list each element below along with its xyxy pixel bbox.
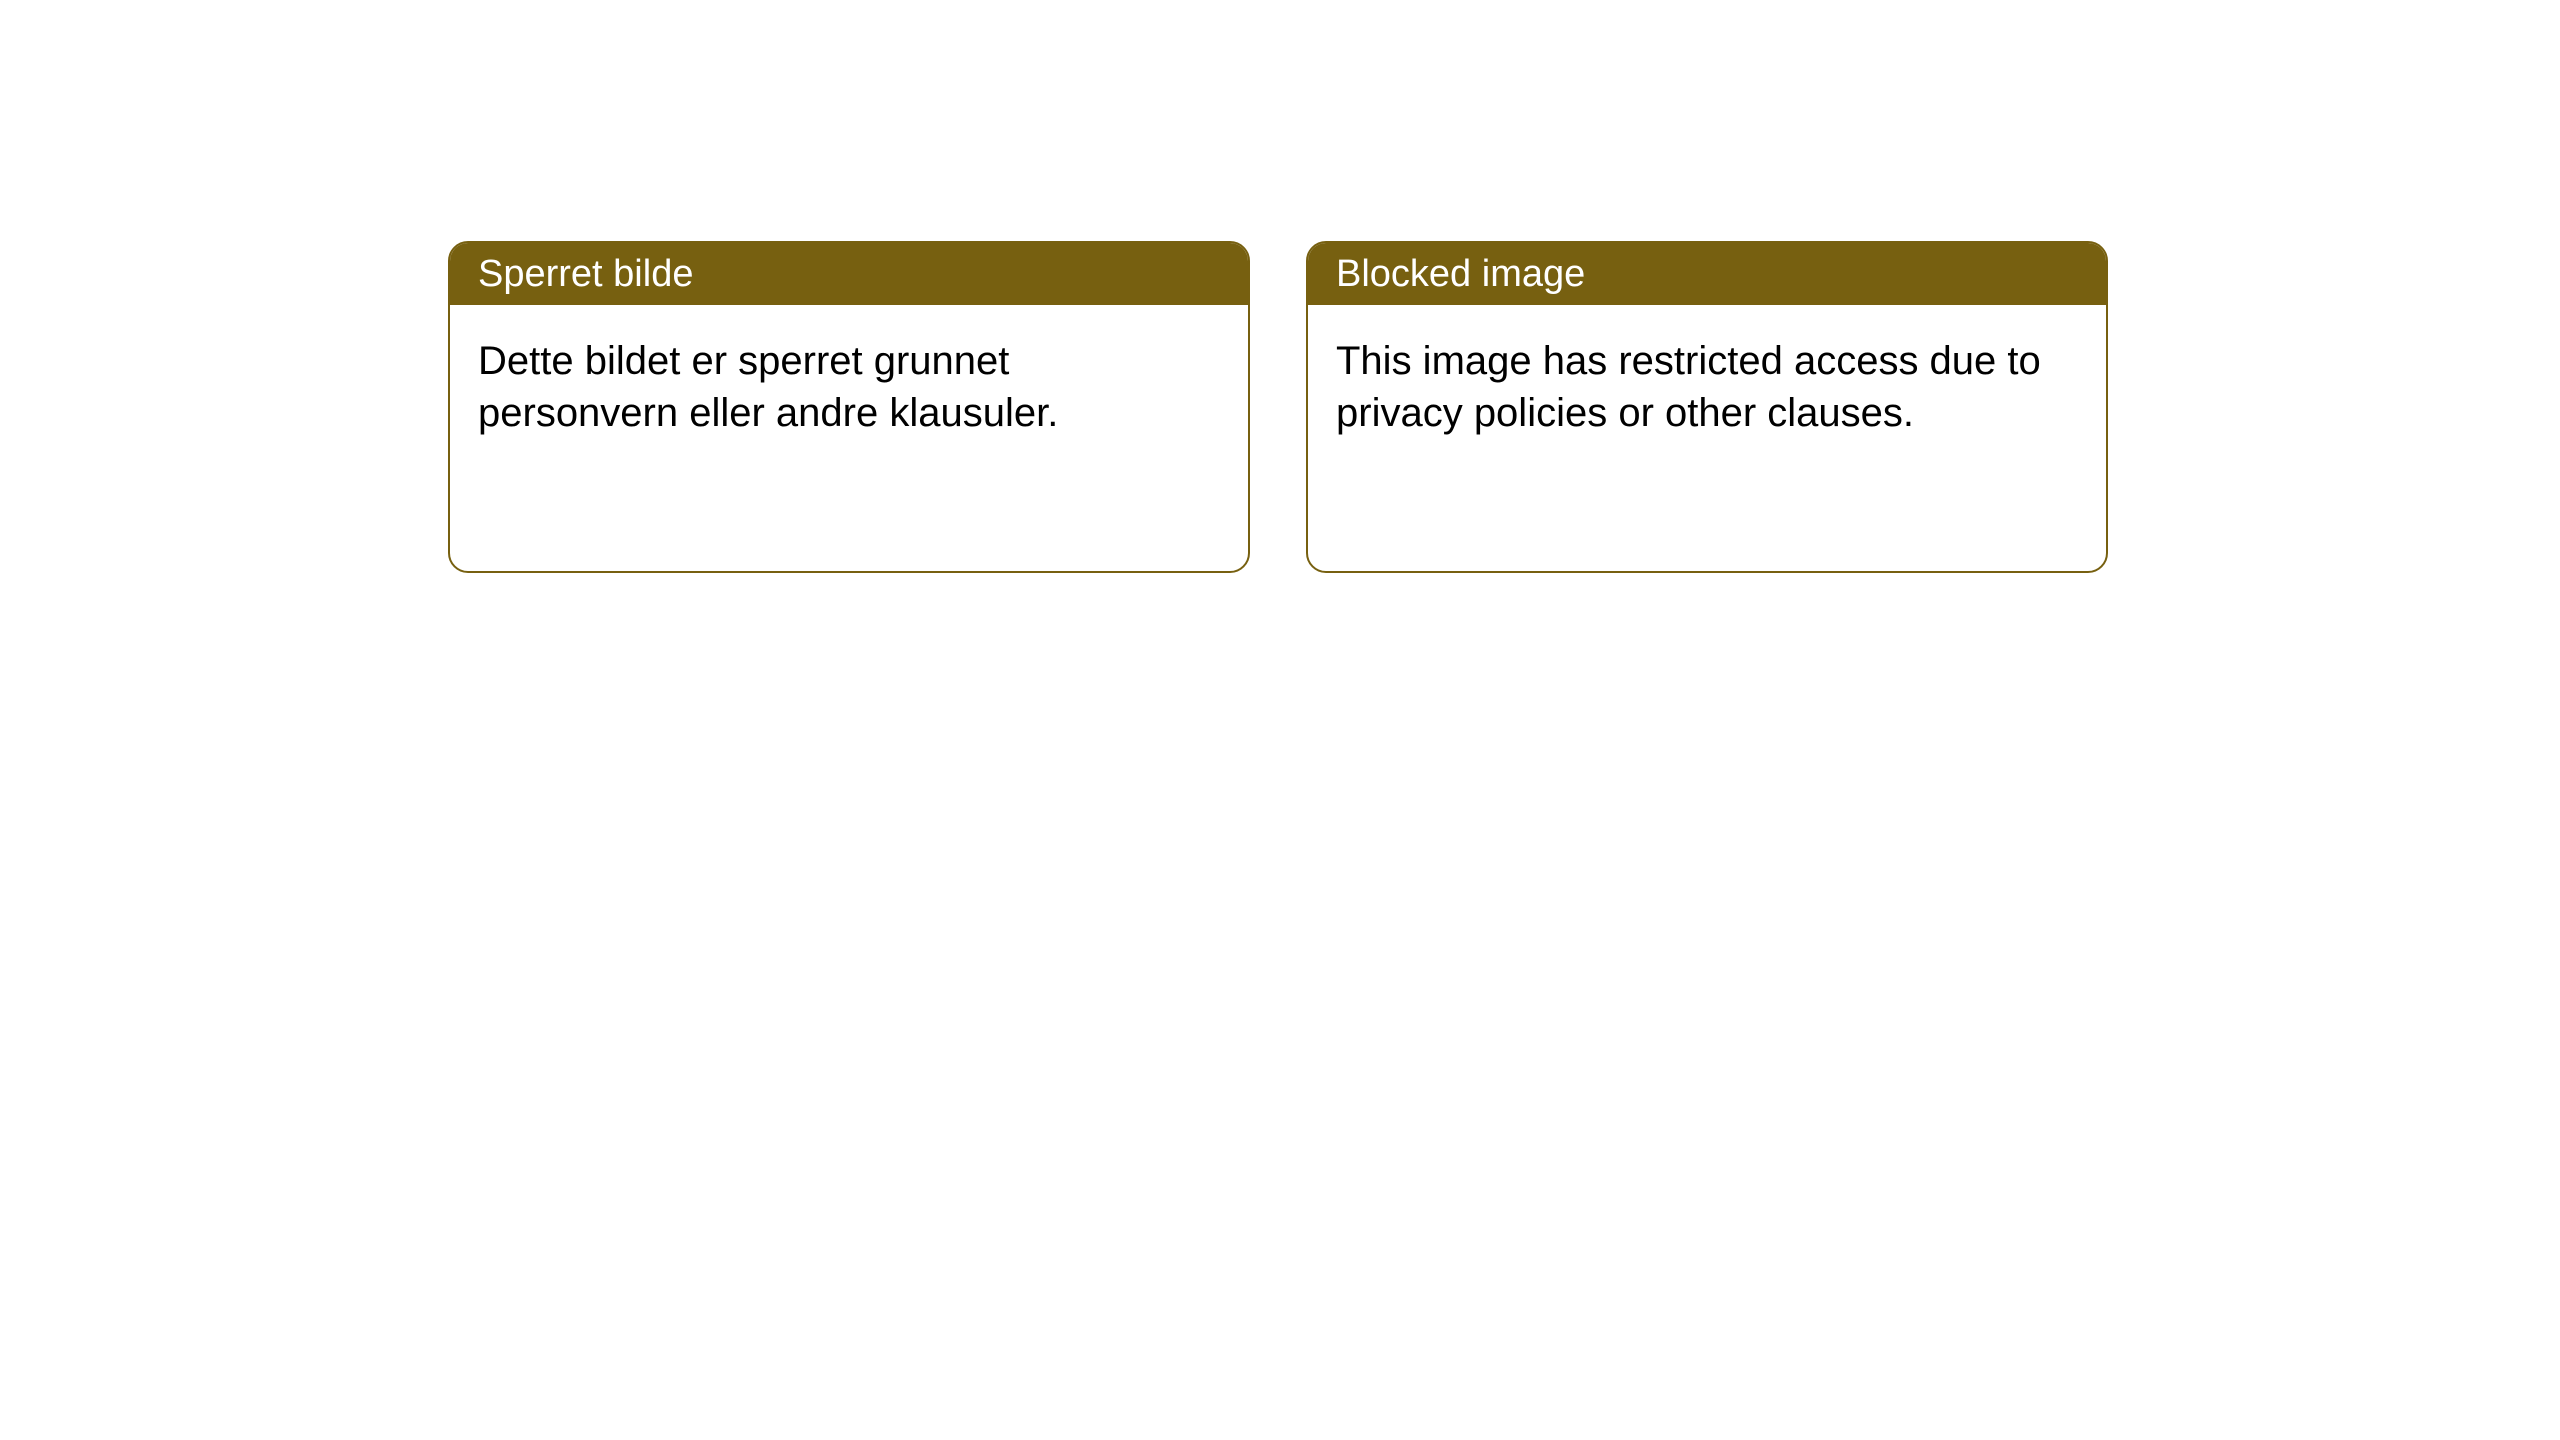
notice-card-norwegian: Sperret bilde Dette bildet er sperret gr… — [448, 241, 1250, 573]
notice-body-text: Dette bildet er sperret grunnet personve… — [478, 339, 1058, 435]
notice-card-english: Blocked image This image has restricted … — [1306, 241, 2108, 573]
notice-body: Dette bildet er sperret grunnet personve… — [450, 305, 1248, 469]
notice-title: Sperret bilde — [478, 253, 693, 296]
notice-body-text: This image has restricted access due to … — [1336, 339, 2041, 435]
notice-container: Sperret bilde Dette bildet er sperret gr… — [0, 0, 2560, 573]
notice-title: Blocked image — [1336, 253, 1585, 296]
notice-header: Blocked image — [1308, 243, 2106, 305]
notice-body: This image has restricted access due to … — [1308, 305, 2106, 469]
notice-header: Sperret bilde — [450, 243, 1248, 305]
